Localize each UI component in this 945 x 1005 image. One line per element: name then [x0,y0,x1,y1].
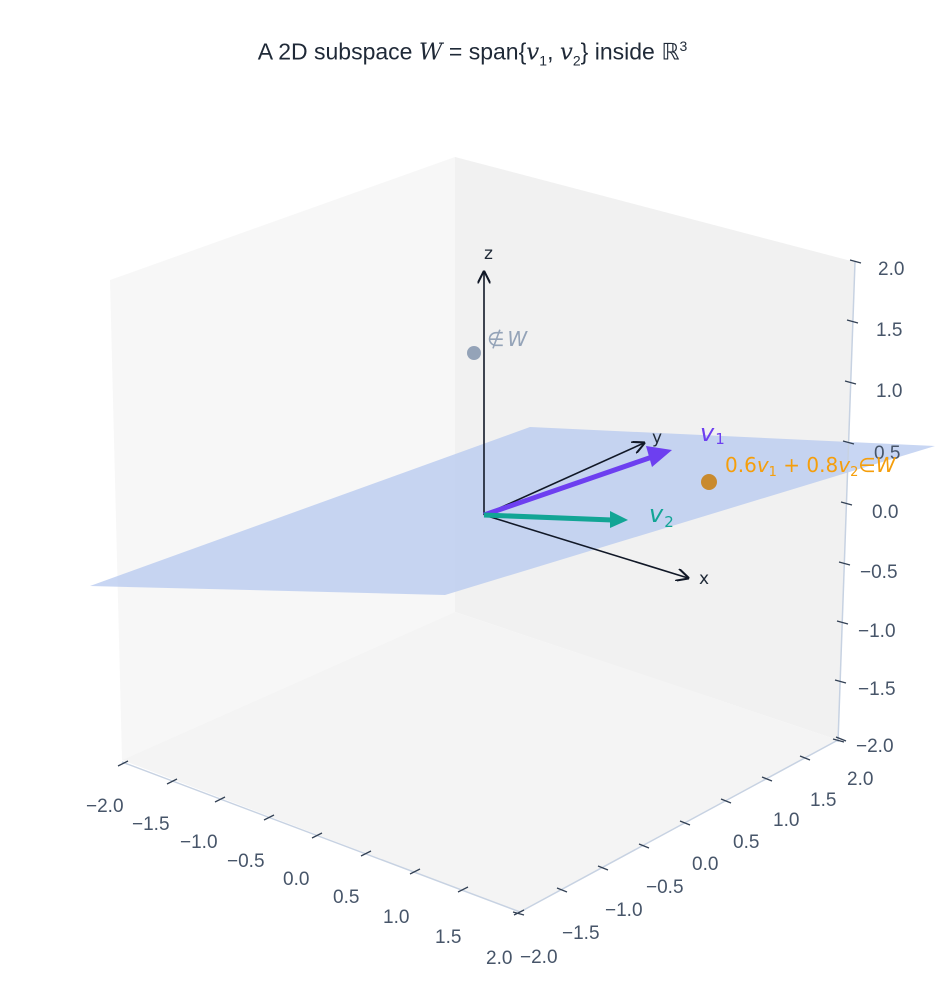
point-not-in-W-label: ∉ W [487,327,528,351]
z-tick-label: 2.0 [878,259,904,280]
vector-v1 [483,446,672,518]
y-arrow-label: y [652,428,662,448]
title-sub1: 1 [539,52,548,69]
y-tick-labels: −2.0 −1.5 −1.0 −0.5 0.0 0.5 1.0 1.5 2.0 [520,769,873,968]
x-tick-label: −2.0 [86,796,124,817]
floor-pane [122,612,838,912]
title-W: W [418,39,443,66]
z-tick-labels: 2.0 1.5 1.0 0.5 0.0 −0.5 −1.0 −1.5 −2.0 [856,259,904,757]
back-pane-left [110,157,455,760]
y-tick-label: 0.5 [733,832,759,853]
z-tick-label: −1.0 [858,621,896,642]
title-sub2: 2 [572,52,581,69]
x-tick-label: −1.0 [180,832,218,853]
z-arrow-label: z [484,244,493,264]
subspace-plane-W [90,427,935,595]
x-tick-label: 1.5 [435,927,461,948]
title-v1: v [526,39,540,66]
y-tick-label: 2.0 [847,769,873,790]
x-ticks [117,760,525,916]
vector-v2 [483,511,628,528]
y-tick-label: 1.0 [773,810,799,831]
point-not-in-W[interactable] [467,346,481,360]
z-tick-label: 0.5 [874,443,900,464]
title-v2: v [559,39,573,66]
y-axis-line [519,739,839,913]
x-arrow [483,514,688,578]
y-tick-label: −2.0 [520,947,558,968]
y-tick-label: −0.5 [646,877,684,898]
chart-title: A 2D subspace W = span{v1, v2} inside ℝ3 [0,38,945,68]
title-sup: 3 [679,38,688,54]
y-tick-label: 1.5 [810,790,836,811]
y-tick-label: −1.5 [562,923,600,944]
x-tick-label: 0.5 [333,887,359,908]
title-text: A 2D subspace [257,38,419,65]
title-close: } inside [580,38,662,65]
title-comma: , [547,38,560,65]
x-tick-label: −1.5 [132,814,170,835]
z-tick-label: 1.0 [876,381,902,402]
x-tick-label: 1.0 [383,907,409,928]
z-ticks [832,259,862,743]
y-tick-label: 0.0 [692,854,718,875]
title-R: ℝ [661,38,680,65]
point-in-W-label: 0.6v1 + 0.8v2∈W [725,453,897,480]
x-tick-label: −0.5 [227,851,265,872]
z-axis-line [837,261,856,743]
title-span: = span{ [442,38,527,65]
z-tick-label: 1.5 [876,320,902,341]
point-in-W[interactable] [701,474,717,490]
y-tick-label: −1.0 [605,900,643,921]
z-tick-label: 0.0 [872,502,898,523]
x-axis-line [121,761,521,913]
y-ticks [512,736,847,916]
x-arrow-label: x [699,569,709,589]
z-tick-label: −0.5 [860,562,898,583]
x-tick-labels: −2.0 −1.5 −1.0 −0.5 0.0 0.5 1.0 1.5 2.0 [86,796,512,969]
z-tick-label: −1.5 [858,679,896,700]
z-tick-label: −2.0 [856,736,894,757]
y-arrow [483,443,644,516]
v1-label: v1 [700,419,725,448]
x-tick-label: 2.0 [486,948,512,969]
x-tick-label: 0.0 [283,869,309,890]
v2-label: v2 [649,500,674,531]
